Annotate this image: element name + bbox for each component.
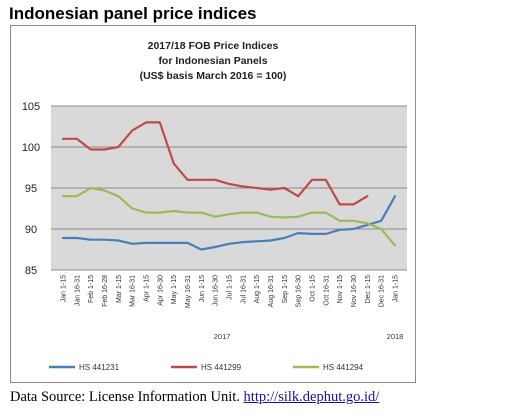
- series-lines: [61, 121, 397, 251]
- x-tick-label: Apr 1-15: [144, 275, 151, 302]
- x-tick-label: Sep 16-30: [296, 275, 303, 307]
- x-tick-label: Dec 1-15: [365, 275, 372, 304]
- y-tick-label: 105: [22, 101, 40, 113]
- x-tick-label: Nov 1-15: [337, 275, 344, 304]
- x-tick-label: Jan 1-15: [393, 275, 400, 302]
- chart-title-line: (US$ basis March 2016 = 100): [140, 70, 287, 82]
- legend-label: HS 441294: [323, 363, 364, 372]
- x-tick-label: Jul 1-15: [227, 275, 234, 300]
- data-source-label: Data Source: License Information Unit.: [10, 389, 244, 405]
- x-tick-label: Jun 1-15: [199, 275, 206, 302]
- y-tick-label: 85: [25, 265, 37, 277]
- x-tick-label: Oct 1-15: [310, 275, 317, 302]
- x-axis-year-labels: 2017 2018: [214, 332, 404, 341]
- series-line: [61, 186, 397, 247]
- page-heading: Indonesian panel price indices: [9, 4, 257, 23]
- chart-title-line: 2017/18 FOB Price Indices: [148, 40, 279, 52]
- line-chart: 2017/18 FOB Price Indices for Indonesian …: [22, 40, 407, 372]
- gridlines: [51, 105, 407, 271]
- x-tick-label: Oct 16-31: [323, 275, 330, 306]
- x-tick-label: Sep 1-15: [282, 275, 289, 304]
- x-tick-label: Nov 16-30: [351, 275, 358, 307]
- legend: HS 441231 HS 441299 HS 441294: [49, 363, 364, 372]
- x-tick-label: Mar 16-31: [130, 275, 137, 307]
- x-tick-label: Mar 1-15: [116, 275, 123, 303]
- y-tick-label: 100: [22, 142, 40, 154]
- x-tick-label: Dec 16-31: [379, 275, 386, 307]
- data-source-link[interactable]: http://silk.dephut.go.id/: [243, 389, 380, 405]
- y-axis-ticks: 85 90 95 100 105: [22, 101, 40, 277]
- x-tick-label: Jun 16-30: [213, 275, 220, 306]
- y-tick-label: 90: [25, 224, 37, 236]
- x-tick-label: Feb 16-28: [102, 275, 109, 307]
- x-tick-label: Feb 1-15: [88, 275, 95, 303]
- x-tick-label: Jan 1-15: [61, 275, 68, 302]
- x-axis-ticks: Jan 1-15 Jan 16-31 Feb 1-15 Feb 16-28 Mar 1-…: [61, 275, 400, 308]
- legend-label: HS 441299: [201, 363, 242, 372]
- x-tick-label: May 1-15: [171, 275, 178, 304]
- series-line: [61, 195, 397, 251]
- x-tick-label: Aug 16-31: [268, 275, 275, 307]
- year-label: 2018: [387, 332, 404, 341]
- year-label: 2017: [214, 332, 231, 341]
- chart-title-line: for Indonesian Panels: [158, 55, 267, 67]
- x-tick-label: Aug 1-15: [254, 275, 261, 304]
- x-tick-label: Jan 16-31: [74, 275, 81, 306]
- y-tick-label: 95: [25, 183, 37, 195]
- chart-title: 2017/18 FOB Price Indices for Indonesian …: [140, 40, 287, 82]
- data-source: Data Source: License Information Unit. h…: [10, 389, 379, 406]
- series-line: [61, 121, 369, 206]
- x-tick-label: Jul 16-31: [240, 275, 247, 304]
- x-tick-label: May 16-31: [185, 275, 192, 308]
- legend-label: HS 441231: [79, 363, 120, 372]
- chart-frame: 2017/18 FOB Price Indices for Indonesian …: [10, 25, 416, 383]
- x-tick-label: Apr 16-30: [157, 275, 164, 306]
